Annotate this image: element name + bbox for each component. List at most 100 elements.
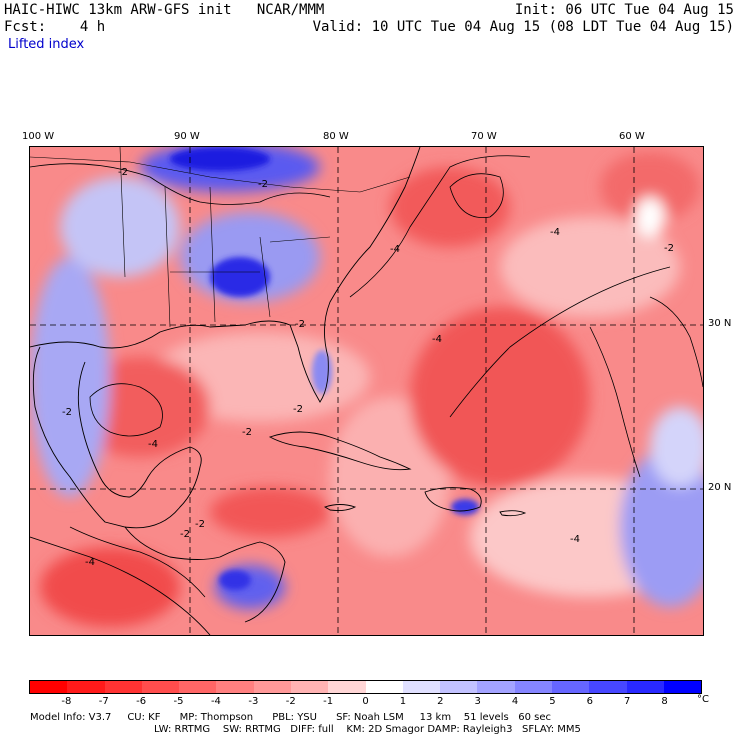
colorbar-tick-label: 7: [624, 696, 631, 707]
model-info-sf: SF: Noah LSM: [336, 712, 404, 723]
jamaica-outline: [323, 504, 357, 512]
colorbar-cell: [67, 681, 105, 693]
contour-south: [69, 526, 206, 598]
model-info-version: Model Info: V3.7: [30, 712, 112, 723]
colorbar-tick-label: -3: [248, 696, 259, 707]
contour-label: -2: [664, 243, 674, 254]
contour-label: -2: [293, 404, 303, 415]
field-blue-mexico: [30, 257, 110, 497]
colorbar-tick-label: 2: [437, 696, 444, 707]
colorbar-tick-label: -5: [173, 696, 184, 707]
field-blue-east: [620, 447, 703, 607]
field-blue-texas: [60, 177, 180, 277]
colorbar-cell: [328, 681, 366, 693]
colorbar-cell: [30, 681, 68, 693]
field-neutral-patch: [635, 197, 665, 237]
field-shading: [30, 147, 703, 627]
colorbar-cell: [440, 681, 478, 693]
model-info-levels: 51 levels: [463, 712, 509, 723]
colorbar-cell: [365, 681, 403, 693]
colorbar-cell: [216, 681, 254, 693]
contour-label: -2: [180, 529, 190, 540]
contour-label: -4: [550, 227, 560, 238]
field-strong-pacific: [40, 547, 180, 627]
contour-north-closed: [449, 173, 504, 219]
forecast-value: 4 h: [79, 19, 106, 35]
model-info-mp: MP: Thompson: [179, 712, 254, 723]
init-time: Init: 06 UTC Tue 04 Aug 15: [514, 2, 734, 18]
model-info-pbl: PBL: YSU: [272, 712, 317, 723]
organization: NCAR/MMM: [256, 2, 325, 18]
contour-gulf-closed: [89, 383, 163, 437]
colorbar-tick-label: -2: [285, 696, 296, 707]
lat-lon-grid: [30, 147, 703, 635]
model-info-damp: DAMP: Rayleigh3: [427, 724, 513, 735]
colorbar-tick-label: -6: [136, 696, 147, 707]
valid-time: Valid: 10 UTC Tue 04 Aug 15 (08 LDT Tue …: [312, 19, 734, 35]
colorbar-cell: [402, 681, 441, 693]
model-info-res: 13 km: [419, 712, 452, 723]
model-info-sw: SW: RRTMG: [222, 724, 281, 735]
colorbar-cell: [663, 681, 702, 693]
contour-far-east: [649, 296, 703, 388]
colorbar-tick-label: 1: [399, 696, 407, 707]
colorbar-tick-label: 0: [362, 696, 369, 707]
colorbar-cell: [477, 681, 515, 693]
contour-atlantic-mid: [449, 266, 671, 418]
contour-label: -4: [390, 244, 400, 255]
forecast-hour-line: Fcst: 4 h: [4, 19, 105, 35]
colorbar: [29, 680, 702, 694]
contour-atlantic-west: [349, 155, 531, 298]
contour-label: -2: [62, 407, 72, 418]
lat-label-30n: 30 N: [708, 318, 732, 329]
field-strong-caribbean: [210, 487, 330, 537]
contours: [30, 155, 703, 598]
colorbar-tick-label: -8: [61, 696, 72, 707]
field-strong-northeast: [600, 152, 700, 222]
field-blue-florida: [312, 350, 332, 394]
us-state-borders-north: [30, 156, 411, 193]
field-blue-core-hispaniola: [451, 499, 479, 515]
contour-label: -4: [85, 557, 95, 568]
colorbar-cell: [514, 681, 552, 693]
cuba-outline: [268, 431, 412, 471]
us-gulf-atlantic-coast: [30, 147, 421, 403]
contour-label: -2: [118, 167, 128, 178]
contour-north: [30, 163, 331, 205]
field-blue-core-georgia: [210, 257, 270, 297]
colorbar-tick-label: -4: [210, 696, 221, 707]
coastlines: [30, 147, 527, 635]
model-info-sflay: SFLAY: MM5: [521, 724, 581, 735]
model-info-dt: 60 sec: [518, 712, 552, 723]
model-info-diff: DIFF: full: [290, 724, 334, 735]
contour-labels: -2 -2 -2 -4 -4 -2 -2 -4 -2 -4 -2 -4 -2 -…: [62, 167, 674, 568]
us-state-borders: [119, 147, 331, 328]
field-strong-north: [390, 167, 510, 247]
colorbar-cell: [626, 681, 664, 693]
lon-label-90w: 90 W: [174, 131, 200, 142]
colorbar-cell: [141, 681, 180, 693]
colorbar-cell: [551, 681, 590, 693]
colorbar-cell: [104, 681, 142, 693]
lat-label-20n: 20 N: [708, 482, 732, 493]
contour-label: -4: [432, 334, 442, 345]
lifted-index-map: -2 -2 -2 -4 -4 -2 -2 -4 -2 -4 -2 -4 -2 -…: [30, 147, 703, 635]
model-info-lw: LW: RRTMG: [154, 724, 211, 735]
model-title-line: HAIC-HIWC 13km ARW-GFS init NCAR/MMM: [4, 2, 324, 18]
lon-label-70w: 70 W: [471, 131, 497, 142]
model-title: HAIC-HIWC 13km ARW-GFS init: [4, 2, 232, 18]
model-info-line1: Model Info: V3.7 CU: KF MP: Thompson PBL…: [30, 712, 551, 724]
contour-east: [589, 326, 641, 478]
field-blue-core-honduras: [219, 570, 251, 590]
contour-label: -2: [195, 519, 205, 530]
colorbar-tick-label: 8: [661, 696, 668, 707]
model-info-km: KM: 2D Smagor: [346, 724, 425, 735]
colorbar-cell: [290, 681, 329, 693]
contour-label: -2: [242, 427, 252, 438]
field-light-atlantic: [500, 217, 680, 317]
colorbar-unit: °C: [697, 694, 709, 705]
field-blue-core-north: [170, 147, 270, 171]
field-name: Lifted index: [8, 37, 85, 52]
forecast-label: Fcst:: [4, 19, 47, 35]
mexico-coast: [32, 346, 202, 529]
